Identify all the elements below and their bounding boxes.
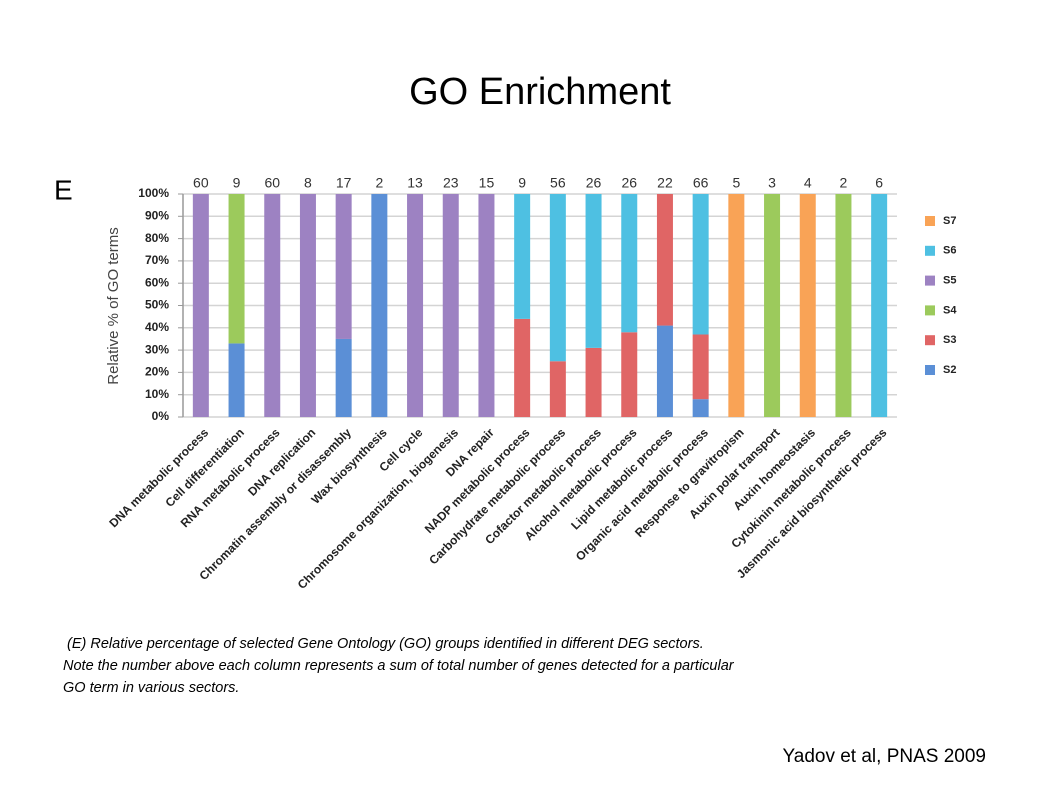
bar-total: 9 [518, 175, 526, 191]
bar-total: 3 [768, 175, 776, 191]
bar-segment [835, 194, 852, 417]
bar-segment [478, 194, 495, 417]
bar-segment [621, 332, 638, 417]
bar-segment [764, 194, 781, 417]
bar-segment [656, 194, 673, 326]
legend-label: S5 [943, 275, 956, 287]
bar-segment [228, 194, 245, 344]
bar-segment [656, 325, 673, 417]
bar-total: 4 [804, 175, 812, 191]
bar-total: 2 [375, 175, 383, 191]
bar-total: 60 [193, 175, 209, 191]
bar-total: 23 [443, 175, 459, 191]
slide-title: GO Enrichment [409, 71, 671, 113]
bar-segment [621, 194, 638, 333]
bar-total: 5 [732, 175, 740, 191]
bar-total: 17 [336, 175, 352, 191]
bar-total: 26 [621, 175, 637, 191]
y-tick-label: 40% [145, 320, 169, 334]
bar-segment [728, 194, 745, 417]
bar-segment [335, 338, 352, 417]
bar-segment [407, 194, 424, 417]
legend-label: S4 [943, 304, 957, 316]
bar-segment [264, 194, 281, 417]
legend-swatch [925, 245, 935, 256]
bar-segment [692, 334, 709, 400]
y-axis-label: Relative % of GO terms [105, 227, 122, 385]
y-tick-label: 60% [145, 275, 169, 289]
y-tick-label: 50% [145, 298, 169, 312]
x-tick-label: Organic acid metabolic process [573, 425, 711, 563]
bar-total: 26 [586, 175, 602, 191]
bar-total: 56 [550, 175, 566, 191]
bar-segment [799, 194, 816, 417]
bar-segment [585, 347, 602, 417]
y-tick-label: 10% [145, 387, 169, 401]
bar-segment [549, 194, 566, 362]
caption-line: (E) Relative percentage of selected Gene… [63, 636, 704, 652]
bar-segment [514, 194, 531, 319]
bar-segment [549, 361, 566, 417]
bar-segment [692, 194, 709, 335]
y-tick-label: 90% [145, 208, 169, 222]
bar-total: 22 [657, 175, 673, 191]
bar-segment [692, 399, 709, 417]
bar-segment [514, 318, 531, 417]
legend-swatch [925, 305, 935, 316]
bar-segment [585, 194, 602, 348]
legend-swatch [925, 335, 935, 346]
caption-line: Note the number above each column repres… [63, 658, 735, 674]
panel-label: E [54, 174, 73, 205]
legend-label: S3 [943, 334, 956, 346]
y-tick-label: 20% [145, 365, 169, 379]
bar-total: 2 [840, 175, 848, 191]
bar-total: 60 [264, 175, 280, 191]
bar-segment [228, 343, 245, 417]
bar-total: 9 [233, 175, 241, 191]
citation: Yadov et al, PNAS 2009 [783, 746, 987, 767]
bar-total: 66 [693, 175, 709, 191]
legend-label: S2 [943, 364, 956, 376]
y-tick-label: 70% [145, 253, 169, 267]
legend-swatch [925, 216, 935, 226]
bar-segment [299, 194, 316, 417]
bar-total: 15 [479, 175, 495, 191]
bar-segment [442, 194, 459, 417]
y-tick-label: 80% [145, 231, 169, 245]
bar-segment [371, 194, 388, 417]
bar-segment [335, 194, 352, 339]
y-tick-label: 0% [152, 409, 170, 423]
legend-label: S7 [943, 215, 956, 227]
bar-segment [871, 194, 888, 417]
caption-line: GO term in various sectors. [63, 680, 239, 696]
bar-segment [192, 194, 209, 417]
bar-total: 6 [875, 175, 883, 191]
legend-label: S6 [943, 245, 956, 257]
legend-swatch [925, 275, 935, 286]
y-tick-label: 100% [138, 186, 169, 200]
bar-total: 13 [407, 175, 423, 191]
y-tick-label: 30% [145, 342, 169, 356]
bar-total: 8 [304, 175, 312, 191]
legend-swatch [925, 365, 935, 375]
